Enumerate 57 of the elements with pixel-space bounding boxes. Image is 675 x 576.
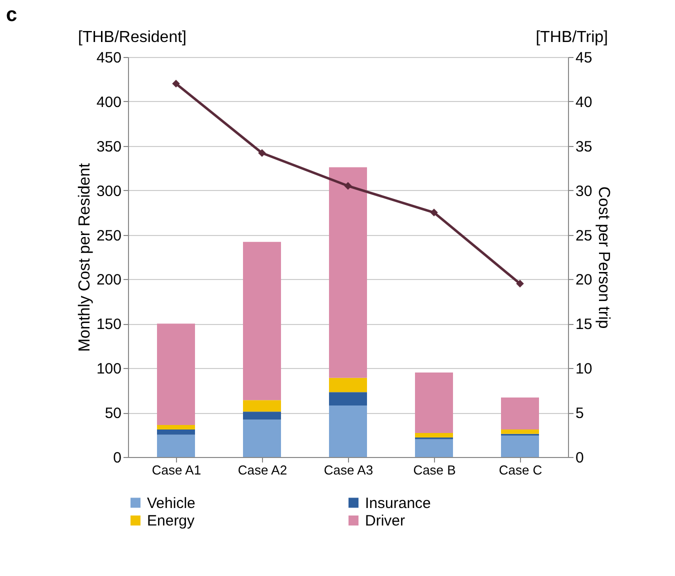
bar — [415, 372, 453, 433]
y-tick-label: 300 — [96, 182, 122, 200]
y-tick-label: 200 — [96, 272, 122, 289]
point — [344, 182, 352, 190]
y2-tick-label: 20 — [576, 272, 592, 289]
bar — [329, 167, 367, 378]
bar — [501, 436, 539, 457]
y2-tick-label: 25 — [576, 227, 592, 244]
bar — [329, 392, 367, 406]
y2-tick-label: 10 — [576, 360, 592, 378]
point — [516, 280, 524, 288]
y2-tick-label: 0 — [576, 450, 584, 466]
x-tick-label: Case A2 — [238, 462, 288, 478]
text: [THB/Trip] — [536, 29, 608, 46]
legend-label: Vehicle — [147, 494, 196, 512]
y-tick-label: 400 — [96, 94, 122, 111]
y2-tick-label: 35 — [576, 138, 592, 156]
bar — [157, 434, 195, 457]
text: [THB/Resident] — [78, 29, 186, 46]
bar — [329, 378, 367, 392]
bar — [243, 420, 281, 457]
bar — [157, 324, 195, 425]
x-tick-label: Case A1 — [152, 462, 202, 478]
y2-tick-label: 5 — [576, 405, 584, 422]
bar — [157, 429, 195, 435]
bar — [329, 405, 367, 457]
y-tick-label: 0 — [113, 450, 122, 466]
bar — [243, 412, 281, 420]
chart-title: c — [6, 4, 18, 26]
y-tick-label: 450 — [96, 50, 122, 66]
y-tick-label: 350 — [96, 138, 122, 156]
bar — [501, 397, 539, 430]
point — [172, 80, 180, 88]
y2-tick-label: 15 — [576, 316, 592, 334]
legend-label: Energy — [147, 512, 196, 530]
point — [430, 208, 438, 216]
bar — [501, 429, 539, 434]
y-tick-label: 250 — [96, 227, 122, 244]
y-tick-label: 100 — [96, 360, 122, 378]
y-tick-label: 150 — [96, 316, 122, 334]
bar — [243, 242, 281, 400]
bar — [157, 425, 195, 430]
legend-label: Driver — [365, 512, 405, 530]
legend-label: Insurance — [365, 494, 431, 512]
y-tick-label: 50 — [104, 405, 122, 422]
y2-tick-label: 40 — [576, 94, 592, 111]
y2-tick-label: 45 — [576, 50, 592, 66]
x-tick-label: Case C — [498, 462, 542, 478]
y2-axis-title: Cost per Person trip — [595, 186, 612, 329]
y2-tick-label: 30 — [576, 182, 592, 200]
bar — [415, 433, 453, 438]
bar — [243, 400, 281, 412]
x-tick-label: Case A3 — [324, 462, 374, 478]
x-tick-label: Case B — [413, 462, 456, 478]
y-axis-title: Monthly Cost per Resident — [76, 162, 94, 352]
bar — [415, 439, 453, 457]
point — [258, 149, 266, 157]
